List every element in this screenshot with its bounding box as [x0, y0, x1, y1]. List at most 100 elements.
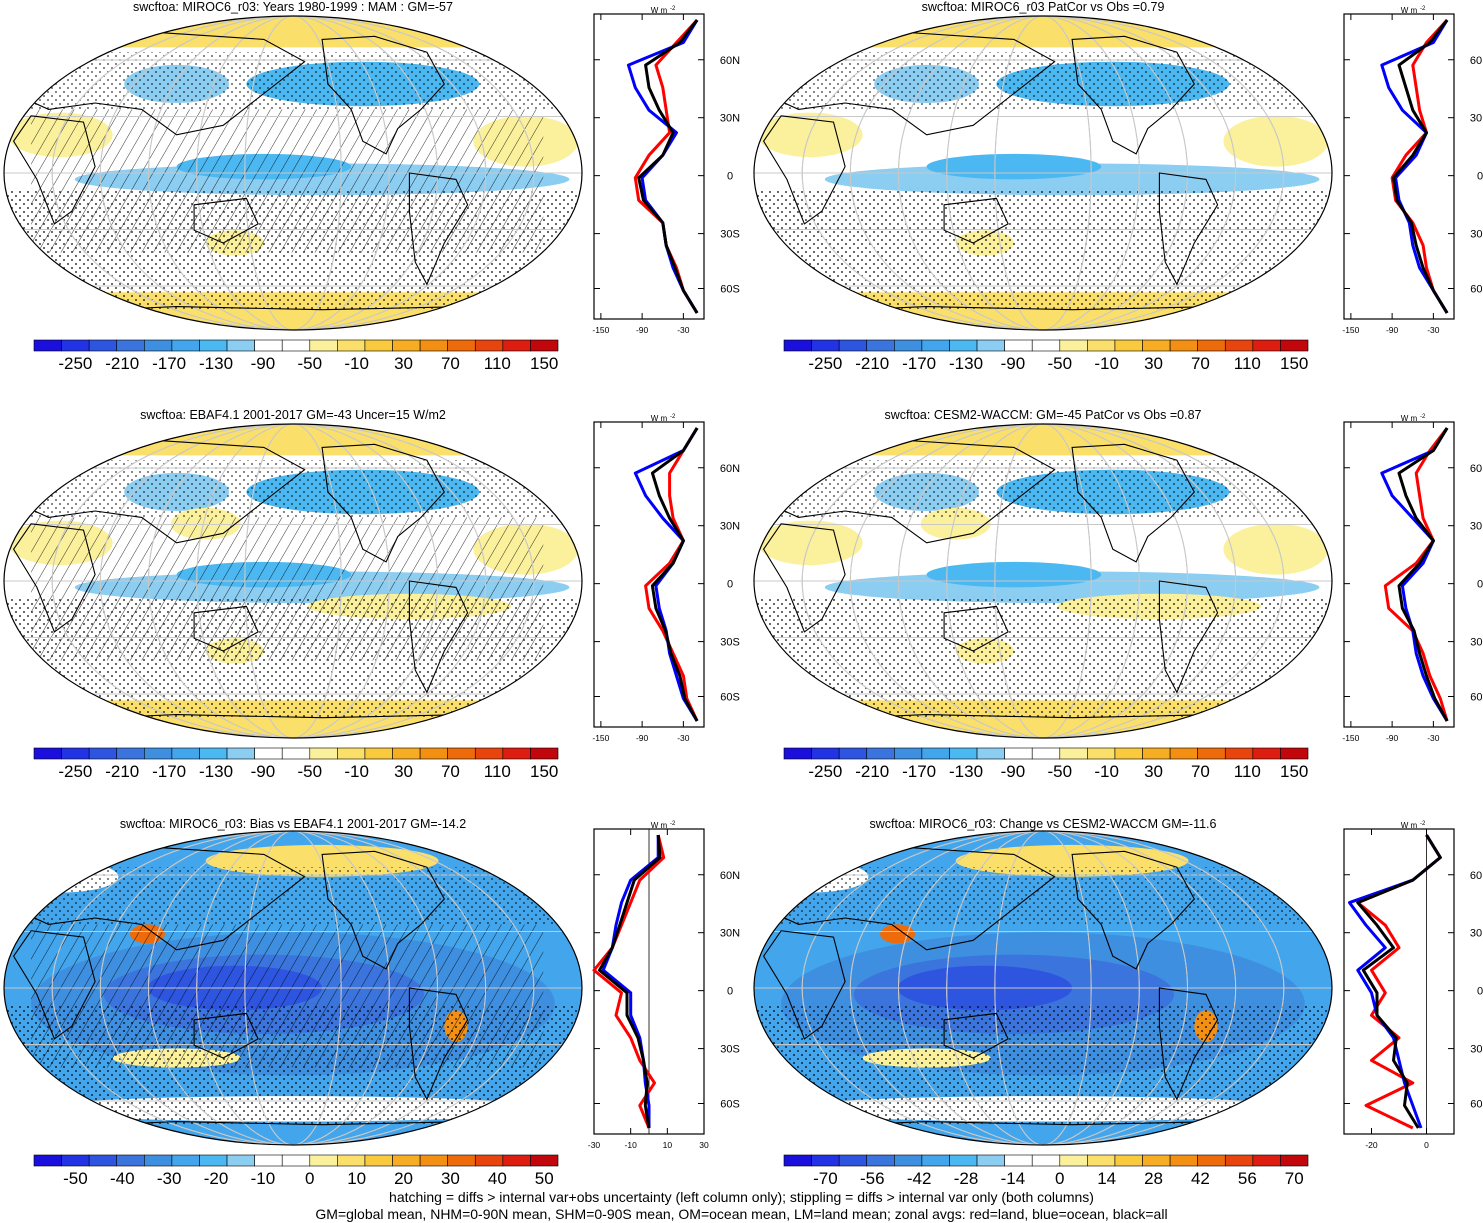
continent-outline [1071, 850, 1195, 970]
colorbar-swatch [921, 339, 950, 352]
colorbar-swatch [1142, 1154, 1171, 1167]
continent-outline [1228, 437, 1277, 468]
colorbar-label: 0 [305, 1169, 314, 1188]
colorbar-swatch [254, 339, 283, 352]
zonal-line-land [1390, 18, 1449, 314]
zonal-tick-label: 10 [663, 1140, 673, 1150]
colorbar-label: 28 [1144, 1169, 1163, 1188]
colorbar-swatch [1224, 747, 1254, 760]
colorbar-swatch [838, 339, 868, 352]
map-panel-p3: swcftoa: EBAF4.1 2001-2017 GM=-43 Uncer=… [0, 408, 740, 788]
zonal-mean-plot: W m-2 -150 -90 -30 60N 30N 0 30S 60S [592, 414, 740, 743]
colorbar-swatch [88, 339, 118, 352]
colorbar-label: 10 [347, 1169, 366, 1188]
colorbar-swatch [171, 747, 200, 760]
panel-title: swcftoa: MIROC6_r03: Years 1980-1999 : M… [133, 0, 453, 14]
colorbar-swatch [1031, 747, 1061, 760]
colorbar-swatch [1197, 339, 1226, 352]
panel-title: swcftoa: CESM2-WACCM: GM=-45 PatCor vs O… [884, 408, 1202, 422]
colorbar-swatch [1280, 1154, 1309, 1167]
colorbar-swatch [1087, 339, 1116, 352]
colorbar-label: -250 [808, 762, 842, 781]
colorbar-label: 150 [530, 762, 558, 781]
colorbar-label: -50 [63, 1169, 88, 1188]
colorbar-swatch [866, 747, 895, 760]
continent-outline [1158, 987, 1219, 1101]
colorbar: -250 -210 -170 -130 -90 -50 -10 30 70 110 150 [33, 339, 558, 373]
lat-label: 30S [1470, 229, 1483, 241]
colorbar-label: -130 [949, 762, 983, 781]
colorbar-label: 50 [535, 1169, 554, 1188]
colorbar-swatch [1197, 747, 1226, 760]
colorbar-label: 30 [441, 1169, 460, 1188]
continent-outline [943, 197, 1009, 244]
zonal-units: W m [651, 821, 668, 830]
colorbar-label: -170 [152, 354, 186, 373]
colorbar-swatch [783, 1154, 812, 1167]
lat-label: 60S [720, 692, 740, 704]
world-map [753, 830, 1333, 1146]
lat-label: 0 [1477, 986, 1483, 998]
lat-label: 60S [1470, 284, 1483, 296]
colorbar-swatch [392, 747, 421, 760]
colorbar-label: 30 [394, 762, 413, 781]
colorbar-label: 150 [530, 354, 558, 373]
lat-label: 30N [1470, 521, 1483, 533]
continent-outline [1158, 172, 1219, 286]
colorbar-label: 70 [1285, 1169, 1304, 1188]
zonal-line-all [1392, 19, 1449, 314]
colorbar-label: -40 [110, 1169, 135, 1188]
continent-outline [1158, 580, 1219, 694]
continent-outline [408, 580, 469, 694]
colorbar-swatch [447, 339, 476, 352]
lat-label: 30S [720, 637, 740, 649]
colorbar-swatch [783, 339, 812, 352]
continent-outline [1228, 29, 1277, 60]
colorbar-swatch [337, 1154, 366, 1167]
colorbar-label: 110 [484, 354, 511, 373]
colorbar-swatch [838, 1154, 868, 1167]
zonal-tick-label: -30 [1427, 325, 1440, 335]
world-map [3, 15, 583, 331]
colorbar-swatch [226, 1154, 255, 1167]
continent-outline [1228, 844, 1277, 875]
colorbar-label: 110 [1234, 354, 1261, 373]
colorbar-label: 40 [488, 1169, 507, 1188]
colorbar-swatch [88, 747, 118, 760]
lat-label: 60S [1470, 692, 1483, 704]
zonal-tick-label: -30 [1427, 733, 1440, 743]
zonal-units: W m [651, 6, 668, 15]
map-panel-p1: swcftoa: MIROC6_r03: Years 1980-1999 : M… [0, 0, 740, 380]
colorbar-label: 30 [1144, 354, 1163, 373]
lat-label: 30S [1470, 637, 1483, 649]
footer-line-2: GM=global mean, NHM=0-90N mean, SHM=0-90… [315, 1206, 1168, 1222]
zonal-line-land [633, 18, 699, 314]
continent-outline [943, 605, 1009, 652]
zonal-units-sup: -2 [1420, 414, 1426, 420]
colorbar-label: -130 [949, 354, 983, 373]
world-map [3, 423, 583, 739]
colorbar-swatch [1252, 747, 1281, 760]
zonal-line-all [1356, 834, 1442, 1129]
colorbar-swatch [1004, 1154, 1033, 1167]
colorbar-swatch [811, 339, 840, 352]
zonal-line-all [1397, 427, 1449, 722]
continent-outline [12, 523, 96, 633]
colorbar-swatch [976, 1154, 1005, 1167]
colorbar-label: -50 [1048, 762, 1073, 781]
colorbar-label: -210 [105, 762, 139, 781]
continent-outline [321, 850, 445, 970]
colorbar-swatch [1142, 747, 1171, 760]
colorbar-label: -14 [1001, 1169, 1026, 1188]
colorbar-label: -10 [1094, 354, 1119, 373]
colorbar: -250 -210 -170 -130 -90 -50 -10 30 70 110 150 [783, 747, 1308, 781]
continent-outline [478, 844, 527, 875]
colorbar-swatch [33, 1154, 62, 1167]
panel-title: swcftoa: MIROC6_r03: Change vs CESM2-WAC… [869, 817, 1217, 831]
colorbar-label: -250 [808, 354, 842, 373]
colorbar-label: 70 [1191, 762, 1210, 781]
zonal-line-all [650, 427, 699, 722]
colorbar-swatch [226, 339, 255, 352]
colorbar-swatch [894, 339, 923, 352]
colorbar-swatch [392, 1154, 421, 1167]
